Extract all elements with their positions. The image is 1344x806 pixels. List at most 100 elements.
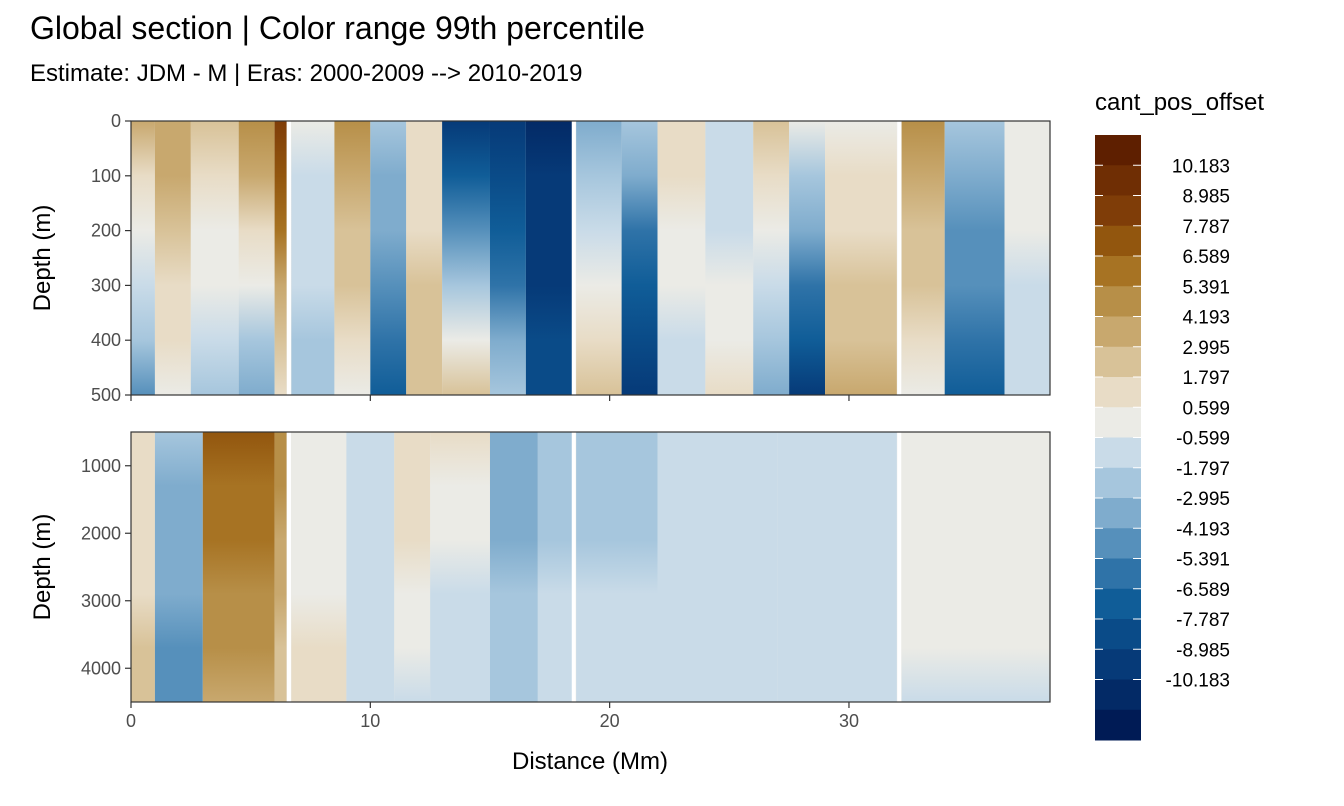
lower-column bbox=[657, 432, 778, 702]
upper-column bbox=[753, 121, 790, 395]
upper-column bbox=[705, 121, 754, 395]
lower-data-gap bbox=[286, 432, 291, 702]
legend-swatch bbox=[1095, 135, 1141, 166]
legend-swatch bbox=[1095, 377, 1141, 408]
legend-label: -10.183 bbox=[1166, 671, 1230, 692]
upper-column bbox=[154, 121, 191, 395]
legend-label: -1.797 bbox=[1176, 459, 1230, 480]
legend: cant_pos_offset 10.183 8.985 7.787 6.589 5.39… bbox=[1095, 89, 1264, 741]
lower-column bbox=[394, 432, 431, 702]
upper-column bbox=[370, 121, 407, 395]
lower-column bbox=[576, 432, 658, 702]
legend-label: -5.391 bbox=[1176, 550, 1230, 571]
legend-label: -0.599 bbox=[1176, 429, 1230, 450]
chart-title: Global section | Color range 99th percen… bbox=[30, 10, 645, 46]
upper-y-tick-label: 200 bbox=[91, 221, 121, 241]
legend-label: -8.985 bbox=[1176, 640, 1230, 661]
legend-label: 7.787 bbox=[1182, 217, 1230, 238]
legend-label: 6.589 bbox=[1182, 247, 1230, 268]
legend-label: -6.589 bbox=[1176, 580, 1230, 601]
legend-label: 2.995 bbox=[1182, 338, 1230, 359]
legend-swatch bbox=[1095, 619, 1141, 650]
lower-frame bbox=[130, 431, 1051, 703]
legend-swatch bbox=[1095, 588, 1141, 620]
legend-title: cant_pos_offset bbox=[1095, 89, 1264, 116]
x-axis-title: Distance (Mm) bbox=[512, 748, 668, 775]
legend-swatch bbox=[1095, 316, 1141, 348]
upper-column bbox=[789, 121, 826, 395]
legend-swatch bbox=[1095, 286, 1141, 317]
lower-column bbox=[274, 432, 287, 702]
upper-y-tick-label: 400 bbox=[91, 330, 121, 350]
chart-subtitle: Estimate: JDM - M | Eras: 2000-2009 --> … bbox=[30, 60, 583, 87]
upper-data-gap bbox=[286, 121, 291, 395]
legend-label: 4.193 bbox=[1182, 308, 1230, 329]
upper-data-gap bbox=[571, 121, 576, 395]
legend-swatch bbox=[1095, 558, 1141, 590]
legend-label: -7.787 bbox=[1176, 610, 1230, 631]
y-axis-title-lower: Depth (m) bbox=[29, 514, 56, 621]
lower-y-tick-label: 1000 bbox=[81, 456, 121, 476]
legend-swatch bbox=[1095, 407, 1141, 438]
axes: 0 100 200 300 400 500 1000 2000 3000 4000 0 10 20 30 bbox=[81, 111, 859, 731]
legend-swatch bbox=[1095, 467, 1141, 499]
x-tick-label: 20 bbox=[600, 711, 620, 731]
upper-y-tick-label: 300 bbox=[91, 275, 121, 295]
upper-y-tick-label: 100 bbox=[91, 166, 121, 186]
lower-column bbox=[489, 432, 538, 702]
upper-column bbox=[238, 121, 275, 395]
legend-swatch bbox=[1095, 709, 1141, 741]
lower-y-tick-label: 2000 bbox=[81, 523, 121, 543]
upper-y-tick-label: 0 bbox=[111, 111, 121, 131]
x-tick-label: 0 bbox=[126, 711, 136, 731]
upper-column bbox=[190, 121, 239, 395]
lower-column bbox=[291, 432, 347, 702]
upper-column bbox=[901, 121, 945, 395]
legend-swatch bbox=[1095, 346, 1141, 378]
lower-y-tick-label: 4000 bbox=[81, 658, 121, 678]
upper-panel bbox=[130, 120, 1051, 396]
upper-column bbox=[334, 121, 371, 395]
upper-column bbox=[825, 121, 897, 395]
legend-label: 10.183 bbox=[1172, 156, 1230, 177]
legend-swatch bbox=[1095, 679, 1141, 711]
lower-column bbox=[537, 432, 574, 702]
lower-data-gap bbox=[897, 432, 902, 702]
lower-column bbox=[901, 432, 1050, 702]
legend-label: 0.599 bbox=[1182, 398, 1230, 419]
upper-column bbox=[406, 121, 443, 395]
lower-column bbox=[202, 432, 275, 702]
lower-panel bbox=[130, 431, 1051, 703]
legend-swatch bbox=[1095, 256, 1141, 287]
upper-column bbox=[621, 121, 658, 395]
upper-column bbox=[525, 121, 574, 395]
upper-column bbox=[489, 121, 526, 395]
upper-column bbox=[274, 121, 287, 395]
lower-column bbox=[430, 432, 490, 702]
lower-column bbox=[131, 432, 155, 702]
legend-swatch bbox=[1095, 649, 1141, 680]
upper-frame bbox=[130, 120, 1051, 396]
upper-column bbox=[657, 121, 706, 395]
upper-y-tick-label: 500 bbox=[91, 385, 121, 405]
lower-data-gap bbox=[571, 432, 576, 702]
legend-label: 8.985 bbox=[1182, 187, 1230, 208]
legend-label: -4.193 bbox=[1176, 519, 1230, 540]
legend-label: -2.995 bbox=[1176, 489, 1230, 510]
upper-data-gap bbox=[897, 121, 902, 395]
x-tick-label: 30 bbox=[839, 711, 859, 731]
upper-column bbox=[442, 121, 490, 395]
legend-swatch bbox=[1095, 225, 1141, 257]
upper-column bbox=[1004, 121, 1050, 395]
lower-y-tick-label: 3000 bbox=[81, 591, 121, 611]
legend-label: 5.391 bbox=[1182, 277, 1230, 298]
upper-column bbox=[291, 121, 335, 395]
lower-column bbox=[154, 432, 203, 702]
upper-column bbox=[131, 121, 155, 395]
legend-label: 1.797 bbox=[1182, 368, 1230, 389]
upper-column bbox=[576, 121, 622, 395]
x-tick-label: 10 bbox=[360, 711, 380, 731]
upper-column bbox=[944, 121, 1005, 395]
lower-column bbox=[777, 432, 897, 702]
